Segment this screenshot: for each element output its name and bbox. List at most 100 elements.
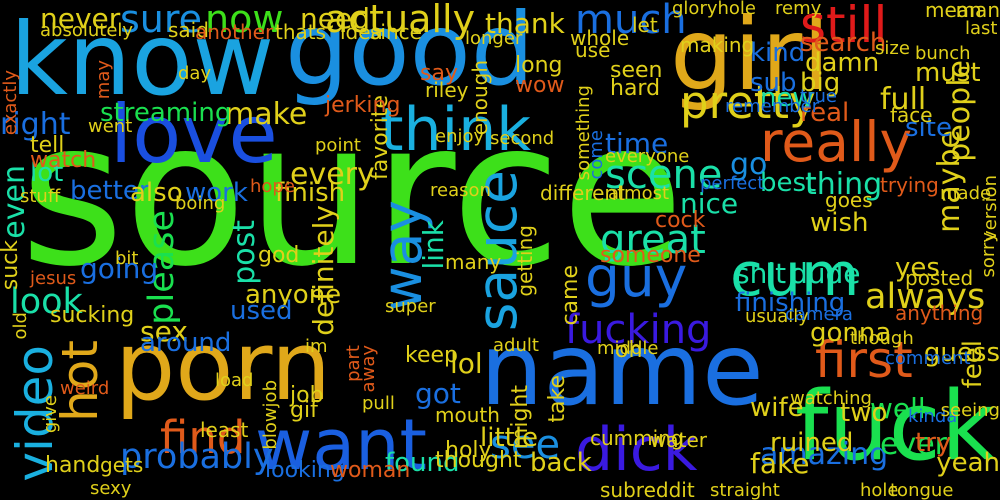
word-99: cock xyxy=(655,208,706,233)
word-120: riley xyxy=(425,78,469,102)
word-86: guess xyxy=(923,338,1000,368)
word-122: said xyxy=(168,18,209,42)
word-153: reason xyxy=(430,180,491,201)
word-72: sub xyxy=(750,68,797,98)
word-3: girl xyxy=(670,0,831,113)
word-64: finishing xyxy=(735,288,846,318)
word-156: longer xyxy=(465,28,523,49)
word-103: might xyxy=(508,385,533,450)
word-114: sucking xyxy=(50,303,135,328)
word-60: sex xyxy=(140,315,188,348)
word-53: lol xyxy=(450,347,483,380)
word-154: different xyxy=(540,181,625,205)
word-15: guy xyxy=(585,245,688,309)
word-110: woman xyxy=(330,458,411,483)
word-48: go xyxy=(730,147,768,182)
word-182: cumming xyxy=(590,426,684,450)
word-30: look xyxy=(10,282,83,322)
word-181: water xyxy=(650,428,707,452)
word-180: mouth xyxy=(435,403,500,427)
word-175: weird xyxy=(60,378,110,399)
word-54: well xyxy=(870,392,926,425)
word-136: bunch xyxy=(915,43,971,64)
word-139: true xyxy=(800,86,837,107)
word-62: streaming xyxy=(100,98,232,128)
word-25: scene xyxy=(605,152,723,198)
word-94: say xyxy=(420,61,458,86)
word-5: name xyxy=(480,311,764,428)
word-89: used xyxy=(230,296,293,326)
word-23: great xyxy=(600,217,706,263)
word-98: hard xyxy=(610,76,661,101)
word-97: seen xyxy=(610,58,663,83)
word-73: site xyxy=(905,113,952,143)
word-142: trying xyxy=(880,173,939,197)
word-148: day xyxy=(178,63,212,84)
word-65: back xyxy=(530,448,592,478)
word-10: really xyxy=(760,110,913,174)
word-107: holy xyxy=(445,438,492,463)
word-125: idea xyxy=(340,20,383,44)
word-173: middle xyxy=(597,338,659,359)
word-67: little xyxy=(480,423,539,453)
word-183: watching xyxy=(790,388,872,409)
word-81: ruined xyxy=(770,428,854,458)
word-161: something xyxy=(573,85,594,181)
word-162: point xyxy=(315,135,361,156)
word-168: super xyxy=(385,296,436,317)
word-82: wife xyxy=(750,393,804,423)
word-69: real xyxy=(800,98,850,128)
word-115: suck xyxy=(0,240,23,291)
word-68: best xyxy=(760,168,817,198)
word-185: though xyxy=(850,328,914,349)
word-22: see xyxy=(490,422,561,468)
word-7: fuck xyxy=(795,372,996,482)
word-164: many xyxy=(445,250,502,274)
word-131: gloryhole xyxy=(672,0,756,19)
word-198: hole xyxy=(860,480,899,500)
word-28: now xyxy=(205,0,284,41)
word-90: work xyxy=(185,178,248,208)
word-51: link xyxy=(417,220,450,270)
word-42: thank xyxy=(485,7,565,40)
word-119: jerking xyxy=(325,93,401,118)
word-177: blowjob xyxy=(260,380,281,450)
word-95: wow xyxy=(515,73,565,98)
word-165: bit xyxy=(115,248,139,269)
word-163: getting xyxy=(513,225,537,297)
word-113: hand xyxy=(45,453,101,478)
word-20: pretty xyxy=(680,76,816,129)
word-184: comment xyxy=(885,348,971,369)
word-11: dick xyxy=(575,415,698,485)
word-141: made xyxy=(940,183,992,204)
word-123: another xyxy=(195,20,274,44)
word-34: amazing xyxy=(760,437,889,472)
word-40: never xyxy=(40,2,121,35)
word-41: need xyxy=(300,2,370,35)
word-137: size xyxy=(875,38,910,59)
word-112: gif xyxy=(290,398,318,423)
word-108: thought xyxy=(435,448,522,473)
word-135: last xyxy=(965,18,998,39)
word-160: everyone xyxy=(605,146,690,167)
word-109: looking xyxy=(265,458,345,483)
word-47: maybe xyxy=(932,130,967,233)
word-74: must xyxy=(915,58,981,88)
word-147: may xyxy=(93,60,114,100)
word-93: also xyxy=(130,178,183,208)
word-166: jesus xyxy=(30,268,77,289)
word-174: load xyxy=(215,370,254,391)
word-29: actually xyxy=(325,0,476,41)
word-143: perfect xyxy=(700,173,765,194)
word-87: yes xyxy=(895,253,940,283)
word-59: going xyxy=(80,252,159,285)
word-145: absolutely xyxy=(40,20,134,41)
word-57: shit xyxy=(735,257,787,290)
word-146: exactly xyxy=(0,70,21,136)
word-32: probably xyxy=(120,437,274,477)
word-104: came xyxy=(558,265,583,326)
word-171: away xyxy=(358,345,379,393)
word-58: nice xyxy=(680,187,739,220)
word-26: much xyxy=(575,0,687,43)
word-6: love xyxy=(110,88,278,181)
